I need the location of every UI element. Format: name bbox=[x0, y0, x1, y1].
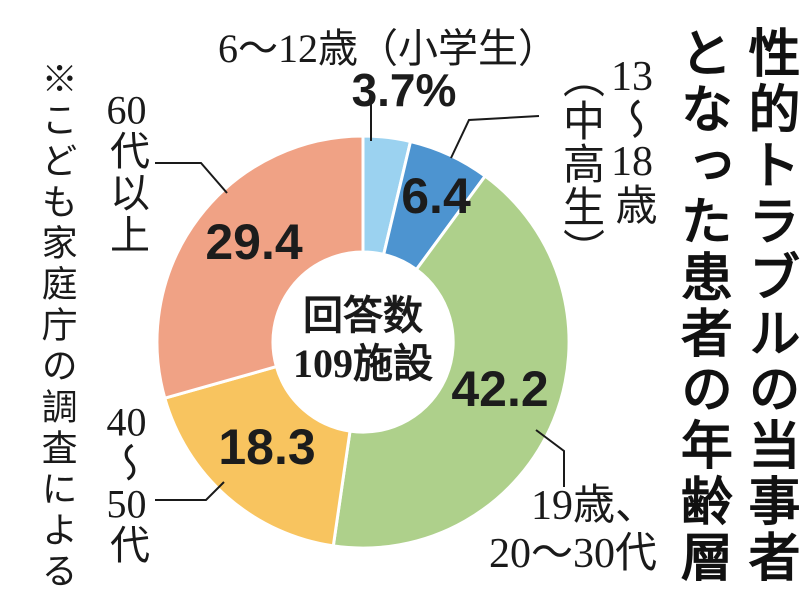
chart-title-line2: となった患者の年齢層 bbox=[672, 26, 731, 586]
value-age-60: 29.4 bbox=[205, 214, 303, 270]
label-age-6-12: 6～12歳（小学生） bbox=[218, 26, 558, 71]
label-age-40-50: 40～50代 bbox=[104, 402, 149, 566]
value-age-19-30: 42.2 bbox=[451, 361, 549, 417]
center-label-line2: 109施設 bbox=[293, 341, 433, 386]
label-age-19-30-line2: 20～30代 bbox=[488, 531, 657, 578]
label-age-19-30-line1: 19歳、 bbox=[530, 483, 657, 529]
label-age-60: 60代以上 bbox=[104, 90, 149, 256]
label-age-13-18-group: （中高生） bbox=[556, 56, 603, 271]
leader-line-19-30 bbox=[535, 429, 565, 487]
label-age-19-30: 19歳、 20～30代 bbox=[489, 482, 657, 579]
value-age-13-18: 6.4 bbox=[401, 168, 471, 224]
donut-segment-19-30 bbox=[331, 174, 571, 550]
chart-title-line1: 性的トラブルの当事者 bbox=[740, 26, 798, 586]
donut-segment-40-50 bbox=[162, 364, 352, 548]
chart-title: 性的トラブルの当事者 となった患者の年齢層 bbox=[667, 26, 802, 586]
leader-line-40-50 bbox=[155, 481, 225, 501]
leader-line-13-18 bbox=[450, 115, 540, 159]
value-age-40-50: 18.3 bbox=[218, 419, 316, 475]
label-age-13-18-range: 13～18歳 bbox=[609, 56, 655, 226]
leader-line-60 bbox=[155, 162, 228, 194]
donut-segments bbox=[155, 134, 571, 550]
source-note: ※こども家庭庁の調査による bbox=[36, 60, 77, 593]
center-label-line1: 回答数 bbox=[303, 293, 423, 338]
value-age-6-12: 3.7% bbox=[351, 64, 457, 116]
label-age-13-18: 13～18歳 （中高生） bbox=[553, 56, 658, 271]
donut-center-label: 回答数 109施設 bbox=[293, 292, 433, 388]
donut-segment-60+ bbox=[155, 134, 365, 401]
